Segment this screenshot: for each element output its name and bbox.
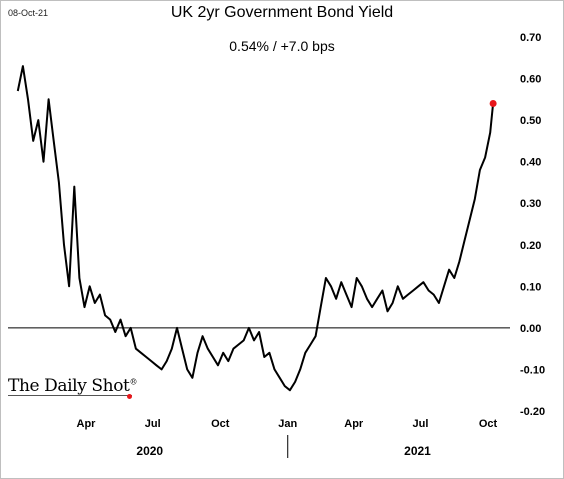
date-stamp: 08-Oct-21	[8, 8, 49, 18]
year-label: 2021	[404, 444, 431, 458]
yield-series-line	[16, 65, 495, 392]
y-tick-label: 0.20	[520, 240, 541, 252]
y-tick-label: 0.30	[520, 198, 541, 210]
x-tick-label: Apr	[344, 418, 364, 430]
y-tick-label: -0.10	[520, 364, 545, 376]
logo-registered-mark: ®	[129, 377, 138, 387]
chart-title: UK 2yr Government Bond Yield	[170, 4, 394, 21]
x-tick-label: Jan	[278, 418, 297, 430]
x-tick-label: Jul	[413, 418, 429, 430]
logo-red-dot	[127, 394, 132, 399]
daily-shot-logo: The Daily Shot®	[8, 376, 137, 396]
x-axis-ticks: Apr Jul Oct Jan Apr Jul Oct	[77, 418, 498, 430]
last-value-marker	[489, 99, 497, 107]
x-tick-label: Apr	[77, 418, 97, 430]
x-tick-label: Oct	[479, 418, 498, 430]
chart-subtitle: 0.54% / +7.0 bps	[229, 38, 335, 54]
y-tick-label: 0.40	[520, 157, 541, 169]
x-tick-label: Oct	[211, 418, 230, 430]
y-tick-label: 0.70	[520, 32, 541, 44]
logo-text: The Daily Shot	[8, 376, 130, 396]
y-tick-label: 0.50	[520, 115, 541, 127]
x-tick-label: Jul	[145, 418, 161, 430]
y-tick-label: 0.10	[520, 281, 541, 293]
y-tick-label: 0.60	[520, 74, 541, 86]
y-tick-label: 0.00	[520, 323, 541, 335]
y-tick-label: -0.20	[520, 406, 545, 418]
y-axis-ticks: 0.70 0.60 0.50 0.40 0.30 0.20 0.10 0.00 -0.10 -0.…	[520, 32, 545, 418]
year-labels: 2020 2021	[136, 444, 431, 458]
year-label: 2020	[136, 444, 163, 458]
logo-underline	[8, 395, 132, 396]
